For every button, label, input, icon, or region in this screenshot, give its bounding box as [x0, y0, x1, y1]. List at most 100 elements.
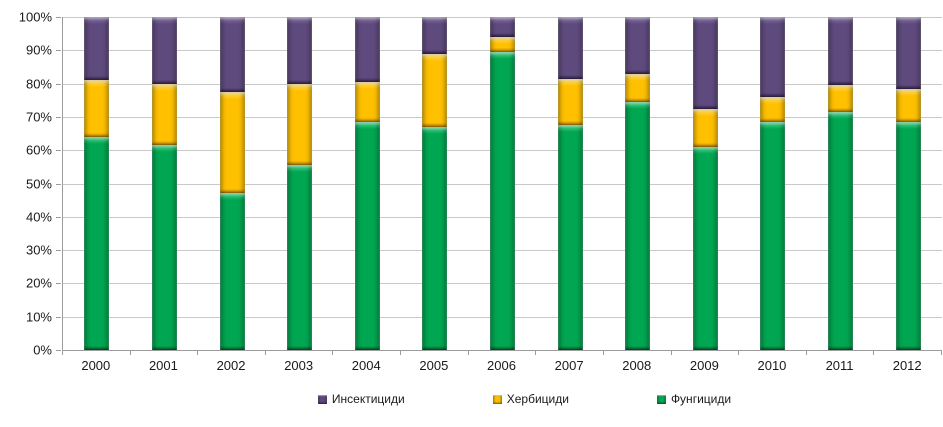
bar-slot — [333, 17, 401, 350]
x-axis-tick — [62, 351, 63, 355]
bar-segment-Хербициди — [84, 80, 110, 137]
legend-label: Инсектициди — [331, 392, 405, 406]
bar-2001 — [151, 17, 177, 350]
bar-2004 — [354, 17, 380, 350]
y-axis-label: 0% — [33, 342, 52, 358]
y-axis-tick — [56, 350, 61, 351]
bar-segment-Хербициди — [692, 108, 718, 147]
x-axis-tick — [467, 351, 469, 355]
bar-segment-Фунгициди — [354, 121, 380, 350]
y-axis-tick — [56, 316, 61, 318]
bar-2010 — [760, 17, 786, 350]
bar-slot — [739, 17, 807, 350]
bar-2007 — [557, 17, 583, 350]
bar-segment-Инсектициди — [354, 17, 380, 82]
y-axis-tick — [56, 183, 61, 185]
y-axis-label: 50% — [25, 176, 52, 191]
bar-slot — [536, 17, 604, 350]
bar-slot — [604, 17, 672, 350]
bar-2002 — [219, 17, 245, 350]
bar-segment-Инсектициди — [219, 17, 245, 92]
x-axis-tick — [602, 351, 604, 355]
bar-2011 — [828, 17, 854, 350]
bar-segment-Фунгициди — [625, 101, 651, 350]
bar-2012 — [895, 17, 921, 350]
bar-segment-Хербициди — [895, 88, 921, 122]
bar-segment-Хербициди — [219, 91, 245, 194]
bar-slot — [266, 17, 334, 350]
y-axis-label: 80% — [25, 76, 52, 92]
y-axis-tick — [56, 283, 61, 285]
legend-entry-Фунгициди: Фунгициди — [656, 392, 731, 406]
bar-segment-Фунгициди — [895, 121, 921, 350]
bar-2008 — [625, 17, 651, 350]
x-axis-label: 2007 — [554, 358, 584, 373]
bar-segment-Инсектициди — [625, 17, 651, 74]
x-axis-tick — [873, 351, 875, 355]
bar-segment-Хербициди — [557, 78, 583, 126]
x-axis-tick — [738, 351, 740, 355]
bar-slot — [874, 17, 942, 350]
bar-2005 — [422, 17, 448, 350]
bar-segment-Инсектициди — [151, 17, 177, 84]
bar-segment-Инсектициди — [557, 17, 583, 79]
bar-segment-Фунгициди — [84, 136, 110, 350]
x-axis-label: 2003 — [284, 358, 314, 373]
bar-segment-Хербициди — [489, 36, 515, 52]
y-axis-label: 90% — [25, 42, 52, 58]
y-axis-tick — [56, 83, 61, 85]
legend: Инсектициди Хербициди Фунгициди — [53, 392, 943, 406]
x-axis-tick — [332, 351, 334, 355]
x-axis-label: 2008 — [622, 358, 652, 373]
bar-segment-Фунгициди — [489, 51, 515, 350]
y-axis-tick — [56, 50, 61, 52]
y-axis-label: 100% — [18, 9, 52, 25]
y-axis-label: 40% — [25, 209, 52, 225]
x-axis-label: 2001 — [148, 358, 178, 373]
bar-segment-Хербициди — [625, 73, 651, 102]
y-axis-label: 60% — [25, 142, 52, 158]
y-axis-label: 70% — [25, 109, 52, 125]
bar-segment-Хербициди — [287, 83, 313, 166]
bar-2000 — [84, 17, 110, 350]
bar-segment-Хербициди — [828, 85, 854, 112]
y-axis-tick — [56, 216, 61, 218]
bar-slot — [131, 17, 199, 350]
bar-segment-Фунгициди — [557, 125, 583, 350]
bar-segment-Хербициди — [760, 96, 786, 122]
bar-segment-Инсектициди — [287, 17, 313, 84]
x-axis-tick — [941, 351, 942, 355]
bar-2009 — [692, 17, 718, 350]
bar-segment-Фунгициди — [828, 111, 854, 350]
bar-segment-Инсектициди — [895, 17, 921, 89]
x-axis-tick — [129, 351, 131, 355]
bar-slot — [672, 17, 740, 350]
x-axis-label: 2006 — [487, 358, 516, 373]
bar-segment-Фунгициди — [422, 126, 448, 350]
bar-segment-Инсектициди — [84, 17, 110, 81]
plot-area — [62, 17, 942, 351]
y-axis-tick — [56, 150, 61, 152]
legend-entry-Хербициди: Хербициди — [492, 392, 569, 406]
x-axis-label: 2012 — [892, 358, 922, 373]
legend-label: Хербициди — [506, 392, 569, 406]
x-axis-tick — [264, 351, 266, 355]
bar-segment-Инсектициди — [828, 17, 854, 86]
bar-slot — [469, 17, 537, 350]
bar-segment-Хербициди — [354, 81, 380, 122]
bar-segment-Фунгициди — [760, 121, 786, 350]
y-axis-tick — [56, 250, 61, 252]
x-axis-tick — [400, 351, 402, 355]
y-axis-tick — [56, 116, 61, 118]
x-axis-label: 2010 — [757, 358, 787, 373]
y-axis-tick — [56, 17, 61, 18]
x-axis-tick — [670, 351, 672, 355]
y-axis-label: 10% — [25, 309, 52, 325]
legend-swatch-icon — [656, 394, 666, 404]
legend-entry-Инсектициди: Инсектициди — [317, 392, 405, 406]
y-axis-label: 30% — [25, 242, 52, 258]
x-axis-label: 2002 — [216, 358, 246, 373]
x-axis-label: 2005 — [419, 358, 449, 373]
x-axis-label: 2009 — [689, 358, 719, 373]
